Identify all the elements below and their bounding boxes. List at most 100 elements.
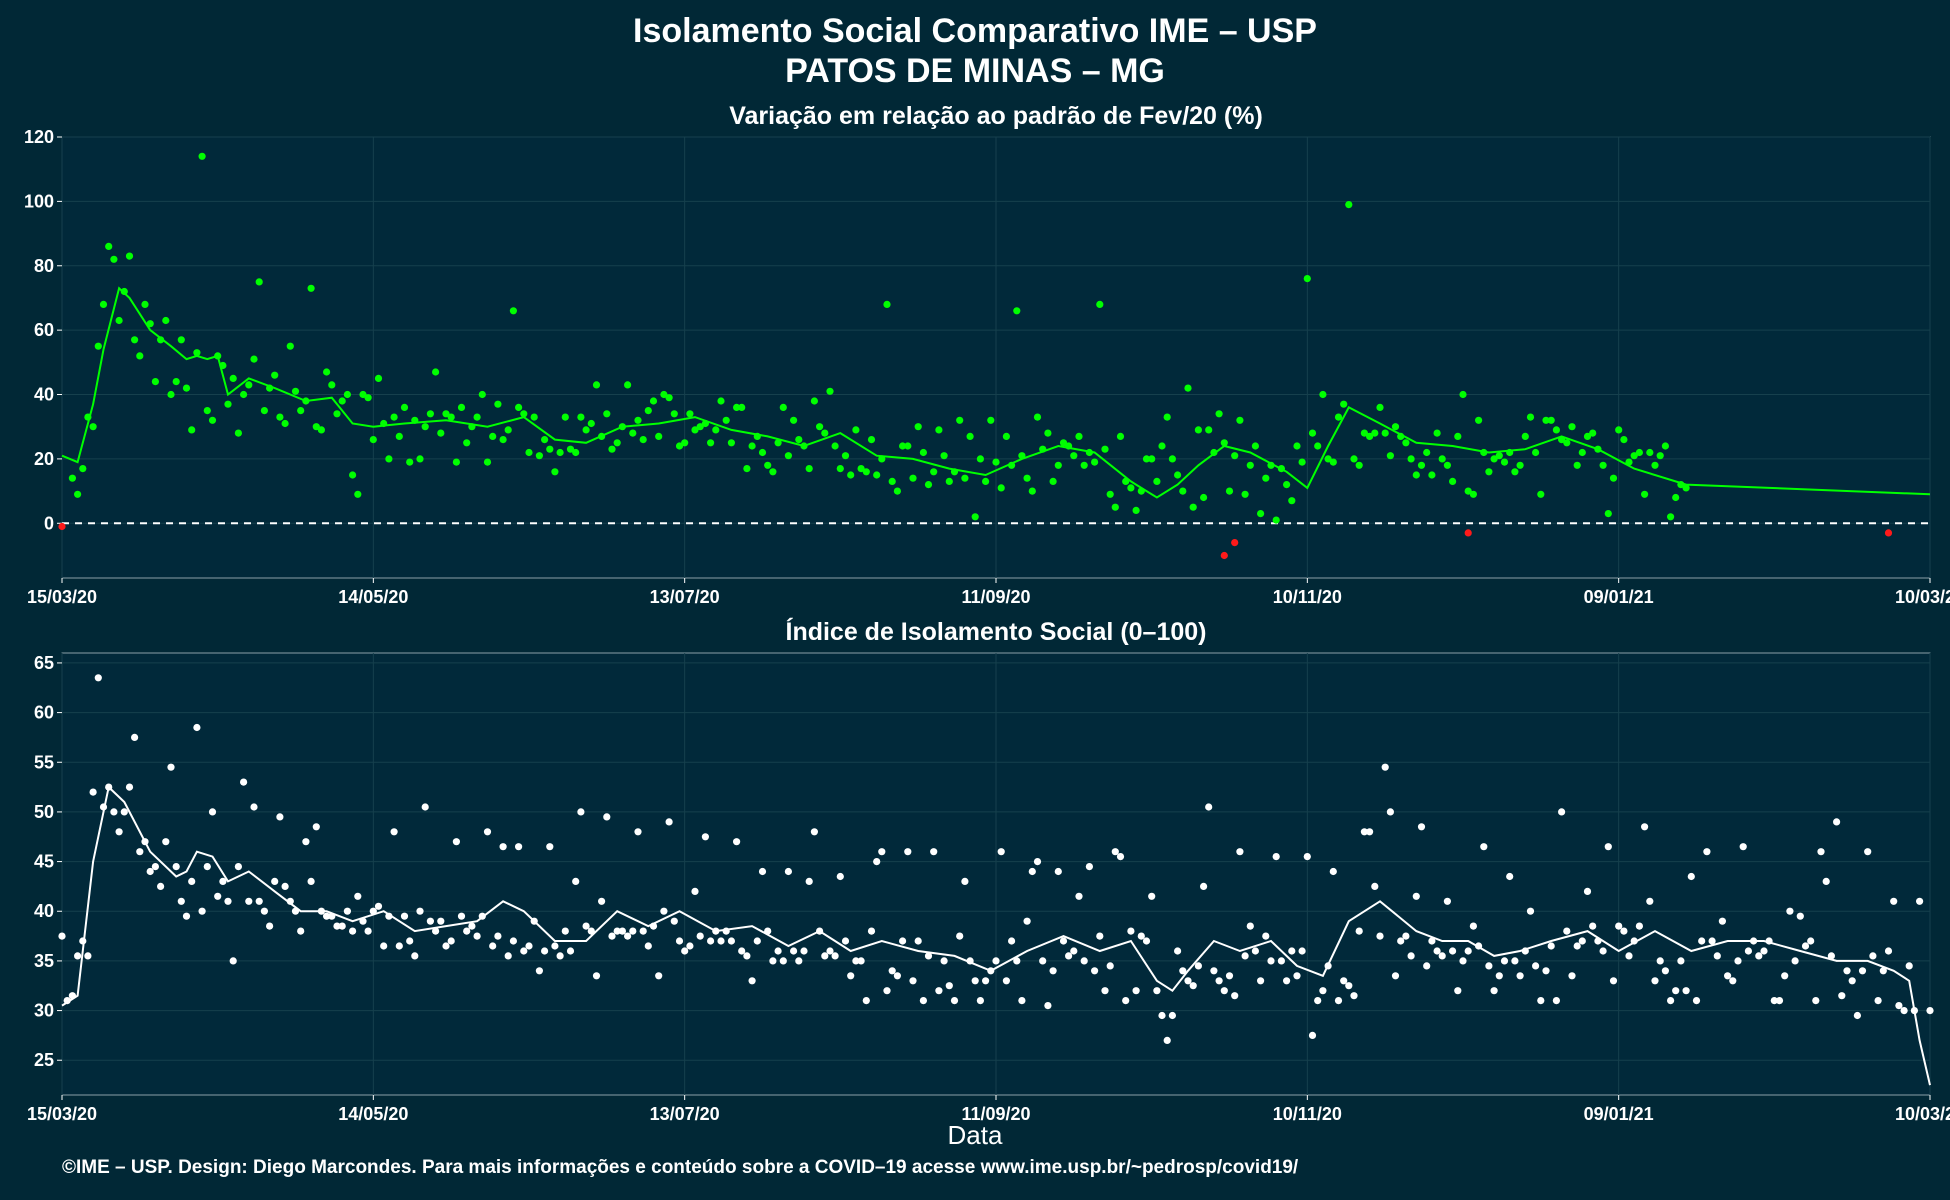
data-point (644, 407, 652, 415)
data-point (1853, 1011, 1861, 1020)
data-point (966, 957, 974, 965)
data-point (1469, 490, 1477, 498)
data-point (541, 436, 549, 444)
data-point (364, 394, 372, 402)
data-point (473, 932, 481, 940)
data-point (1319, 987, 1327, 995)
data-point (1246, 922, 1254, 930)
data-point (1163, 1036, 1171, 1044)
data-point (971, 513, 979, 521)
data-point (826, 387, 834, 395)
data-point (188, 877, 196, 886)
y-tick-label: 55 (34, 752, 54, 772)
data-point (468, 423, 476, 431)
data-point (1080, 461, 1088, 469)
data-point (162, 838, 170, 846)
x-axis-title: Data (947, 1120, 1003, 1150)
data-point (250, 355, 258, 363)
x-tick-label: 11/09/20 (961, 1104, 1030, 1124)
data-point (831, 952, 839, 960)
data-point (354, 892, 362, 900)
data-point (1350, 455, 1358, 463)
data-point (971, 977, 979, 985)
data-point (1661, 442, 1669, 450)
credits-footer: ©IME – USP. Design: Diego Marcondes. Par… (62, 1157, 1299, 1178)
data-point (426, 410, 434, 418)
data-point (125, 252, 134, 260)
data-point (1480, 843, 1488, 851)
data-point (847, 471, 855, 479)
x-tick-label: 15/03/20 (27, 587, 97, 607)
data-point (950, 468, 959, 476)
data-point (784, 452, 793, 460)
data-point (1225, 487, 1234, 495)
data-point (1018, 997, 1026, 1005)
y-tick-label: 35 (34, 951, 54, 971)
data-point (1314, 997, 1322, 1005)
data-point (131, 336, 139, 344)
data-point (1153, 477, 1161, 485)
data-point (1506, 448, 1514, 457)
data-point (1262, 932, 1270, 940)
data-point (1355, 927, 1363, 935)
data-point (561, 413, 569, 421)
data-point (1459, 390, 1467, 399)
data-point (1075, 892, 1083, 900)
data-point (1163, 413, 1171, 421)
data-point (317, 907, 325, 915)
data-point (328, 912, 336, 920)
data-point (84, 952, 92, 960)
data-point (457, 912, 466, 920)
data-point (380, 942, 388, 950)
data-point (193, 349, 201, 357)
data-point (266, 922, 274, 930)
data-point (1220, 987, 1228, 995)
data-point (1646, 448, 1654, 457)
data-point (1002, 977, 1011, 985)
data-point (805, 465, 813, 473)
data-point (1573, 942, 1581, 950)
data-point (660, 390, 668, 399)
data-point (509, 307, 517, 315)
data-point (1578, 937, 1586, 945)
data-point (587, 419, 595, 428)
data-point (1568, 423, 1576, 431)
data-point (1822, 877, 1830, 886)
data-point (509, 937, 517, 945)
data-point (1796, 912, 1804, 920)
data-point (1407, 455, 1415, 463)
y-tick-label: 100 (24, 191, 54, 211)
data-point (286, 897, 294, 905)
data-point (1039, 957, 1047, 965)
x-tick-label: 13/07/20 (650, 1104, 720, 1124)
data-point (1257, 509, 1265, 518)
data-point (271, 877, 279, 886)
data-point (1148, 455, 1156, 463)
data-point (1381, 429, 1389, 437)
data-point (1106, 490, 1114, 498)
data-point (1827, 952, 1835, 960)
data-point (1085, 448, 1093, 457)
data-point (1101, 445, 1109, 453)
data-point (1018, 452, 1026, 460)
data-point (867, 927, 876, 935)
data-point (1194, 426, 1202, 434)
data-point (1391, 423, 1400, 431)
data-point (1724, 972, 1732, 980)
data-point (696, 423, 704, 431)
y-tick-label: 20 (34, 449, 54, 469)
data-point (899, 442, 907, 450)
data-point (1277, 957, 1285, 965)
data-point (1609, 474, 1618, 482)
data-point (406, 937, 414, 945)
data-point (1412, 471, 1420, 479)
data-point (1111, 848, 1119, 856)
data-point (945, 477, 953, 485)
data-point (1542, 967, 1550, 975)
data-point (1713, 952, 1721, 960)
data-point (748, 977, 756, 985)
data-point (893, 487, 902, 495)
data-point (1583, 432, 1592, 440)
data-point (385, 455, 393, 463)
data-point (1630, 452, 1638, 460)
